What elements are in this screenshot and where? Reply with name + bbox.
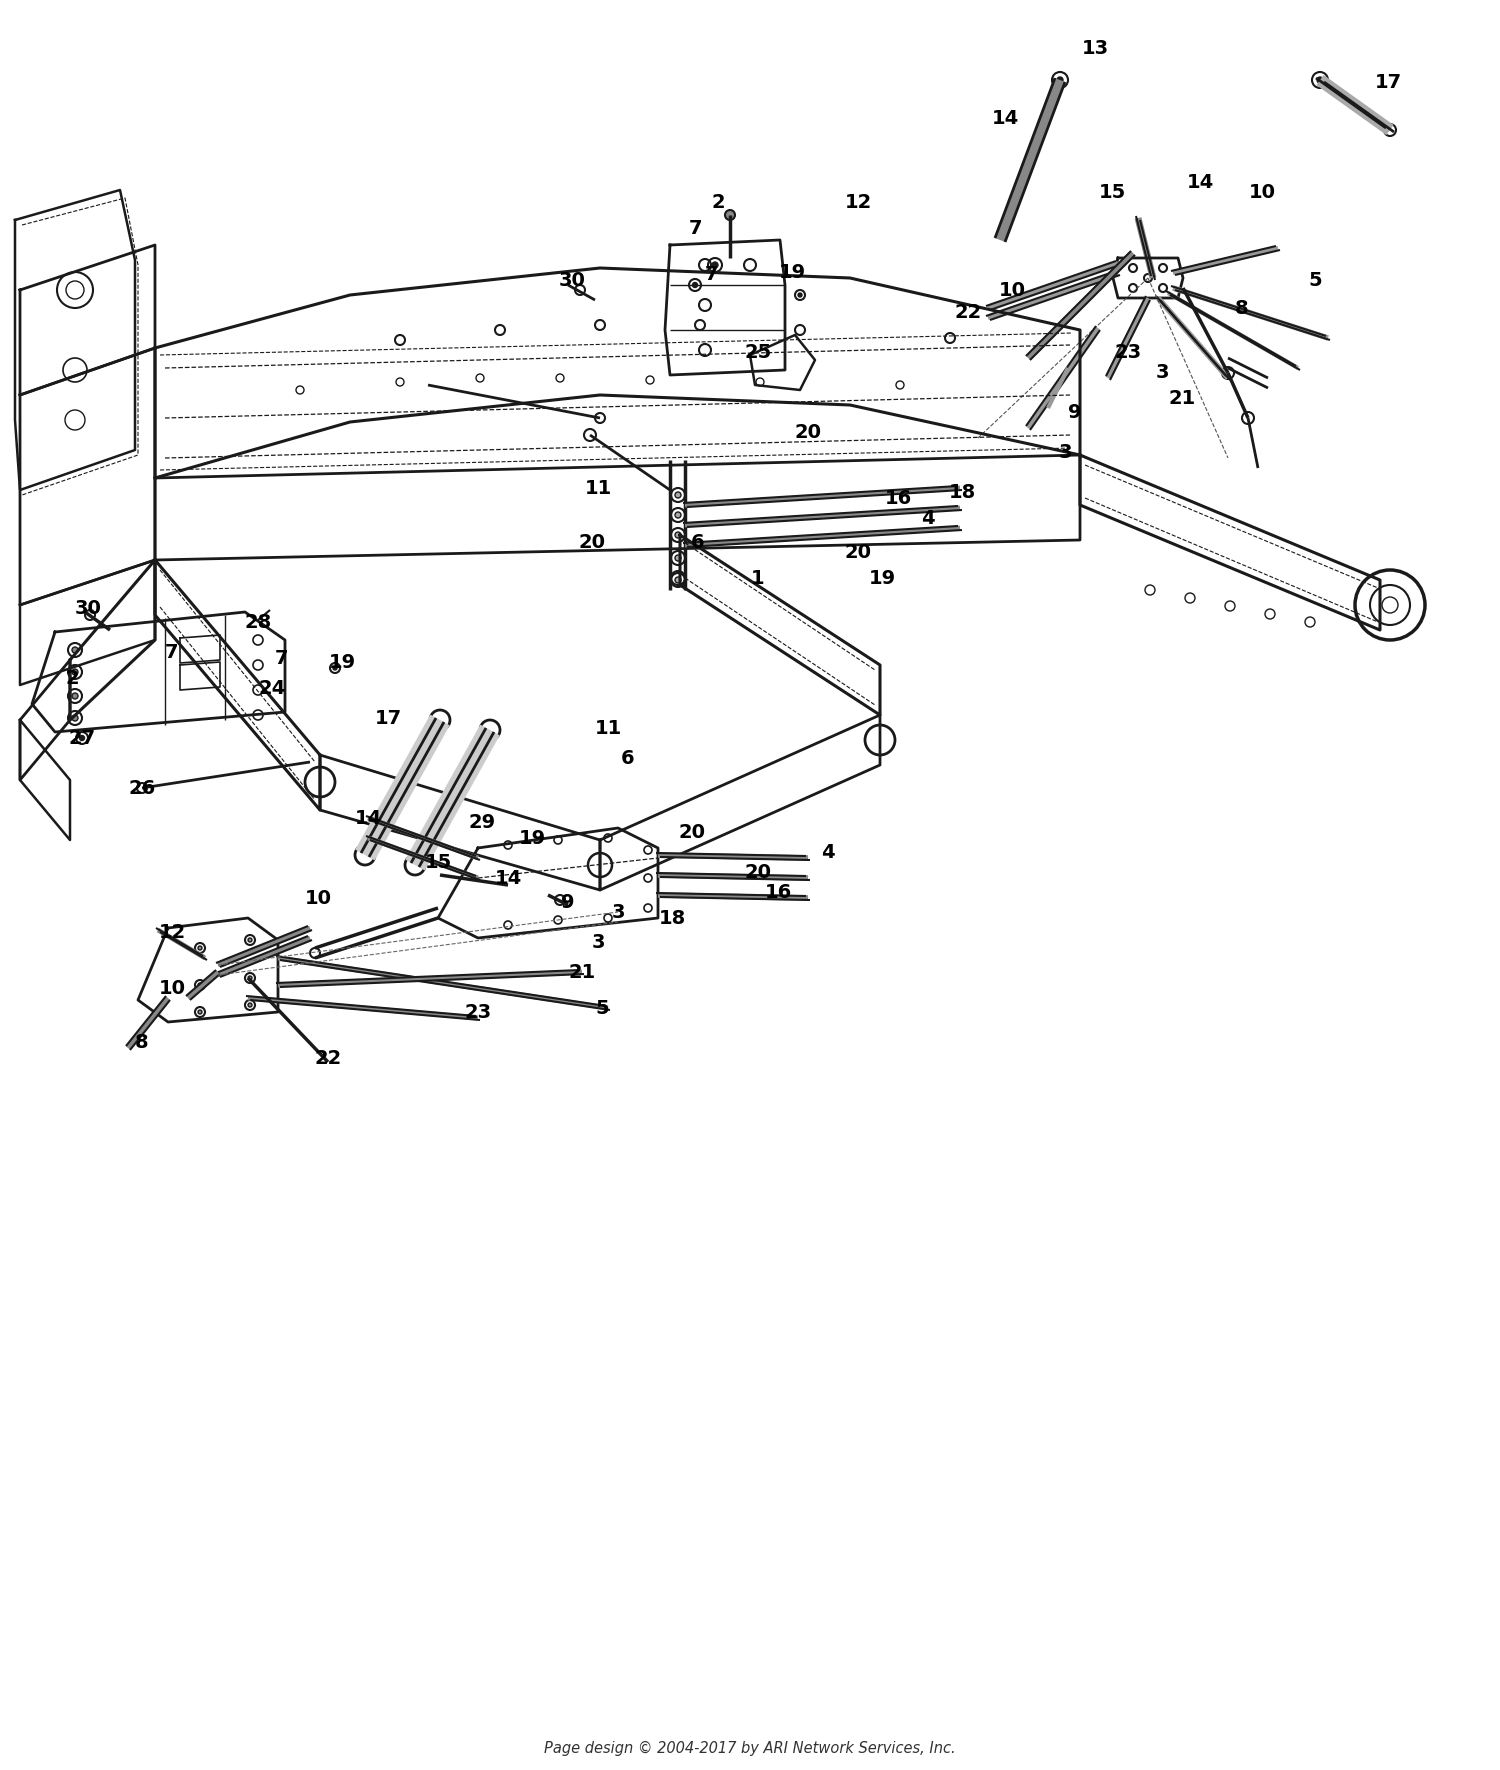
Text: 20: 20 [744, 862, 771, 881]
Circle shape [72, 694, 78, 699]
Text: 30: 30 [75, 598, 102, 618]
Text: 17: 17 [375, 708, 402, 727]
Text: 9: 9 [561, 892, 574, 912]
Text: 26: 26 [129, 779, 156, 798]
Text: 7: 7 [688, 218, 702, 237]
Circle shape [1058, 78, 1064, 83]
Circle shape [248, 975, 252, 981]
Circle shape [198, 945, 202, 950]
Circle shape [333, 666, 338, 671]
Circle shape [248, 1004, 252, 1007]
Text: 19: 19 [328, 653, 356, 671]
Circle shape [712, 262, 718, 267]
Circle shape [693, 283, 698, 287]
Text: 14: 14 [495, 869, 522, 887]
Text: 15: 15 [424, 853, 451, 871]
Text: 19: 19 [778, 262, 806, 281]
Text: 5: 5 [596, 998, 609, 1018]
Text: 10: 10 [999, 280, 1026, 299]
Text: 10: 10 [1248, 182, 1275, 202]
Text: 13: 13 [1082, 39, 1108, 57]
Circle shape [675, 577, 681, 582]
Text: 2: 2 [64, 669, 80, 687]
Text: 22: 22 [315, 1048, 342, 1067]
Text: 7: 7 [705, 266, 718, 285]
Text: 1: 1 [752, 568, 765, 588]
Circle shape [798, 294, 802, 297]
Text: 7: 7 [165, 643, 178, 662]
Circle shape [724, 211, 735, 219]
Text: 6: 6 [692, 533, 705, 552]
Circle shape [675, 512, 681, 519]
Text: 20: 20 [844, 542, 871, 561]
Text: 9: 9 [1068, 402, 1082, 421]
Text: 24: 24 [258, 678, 285, 697]
Text: 17: 17 [1374, 73, 1401, 92]
Text: 23: 23 [465, 1002, 492, 1021]
Text: 15: 15 [1098, 182, 1125, 202]
Text: 14: 14 [354, 809, 381, 828]
Circle shape [72, 669, 78, 674]
Text: 14: 14 [1186, 172, 1214, 191]
Circle shape [1317, 78, 1323, 83]
Circle shape [675, 492, 681, 497]
Text: 3: 3 [591, 933, 604, 952]
Circle shape [72, 648, 78, 653]
Text: 20: 20 [795, 423, 822, 441]
Text: 11: 11 [594, 719, 621, 738]
Text: 3: 3 [612, 903, 624, 922]
Text: 7: 7 [276, 648, 288, 667]
Text: 2: 2 [711, 193, 724, 211]
Circle shape [248, 938, 252, 942]
Text: 6: 6 [621, 749, 634, 768]
Text: 18: 18 [948, 483, 975, 501]
Text: 3: 3 [1059, 442, 1071, 462]
Text: 18: 18 [658, 908, 686, 927]
Text: 30: 30 [558, 271, 585, 290]
Text: 10: 10 [159, 979, 186, 998]
Text: 11: 11 [585, 478, 612, 497]
Text: 3: 3 [1155, 363, 1168, 382]
Text: 21: 21 [1168, 388, 1196, 407]
Text: 19: 19 [519, 828, 546, 848]
Circle shape [198, 982, 202, 988]
Text: 5: 5 [1308, 271, 1322, 290]
Circle shape [198, 1011, 202, 1014]
Text: 20: 20 [678, 823, 705, 841]
Text: 4: 4 [821, 843, 836, 862]
Text: 8: 8 [1234, 299, 1250, 317]
Text: 16: 16 [765, 883, 792, 901]
Text: 12: 12 [844, 193, 871, 211]
Circle shape [72, 715, 78, 720]
Text: 14: 14 [992, 108, 1018, 127]
Text: 8: 8 [135, 1032, 148, 1051]
Text: 4: 4 [921, 508, 934, 527]
Circle shape [675, 556, 681, 561]
Circle shape [675, 533, 681, 538]
Text: 12: 12 [159, 922, 186, 942]
Text: 19: 19 [868, 568, 895, 588]
Text: 20: 20 [579, 533, 606, 552]
Text: 21: 21 [568, 963, 596, 982]
Text: 22: 22 [954, 303, 981, 322]
Text: 25: 25 [744, 343, 771, 361]
Text: 29: 29 [468, 812, 495, 832]
Text: 16: 16 [885, 489, 912, 508]
Circle shape [80, 736, 84, 740]
Text: Page design © 2004-2017 by ARI Network Services, Inc.: Page design © 2004-2017 by ARI Network S… [544, 1740, 956, 1756]
Text: 23: 23 [1114, 343, 1142, 361]
Text: 28: 28 [244, 612, 272, 632]
Text: 27: 27 [69, 729, 96, 747]
Text: 10: 10 [304, 889, 332, 908]
